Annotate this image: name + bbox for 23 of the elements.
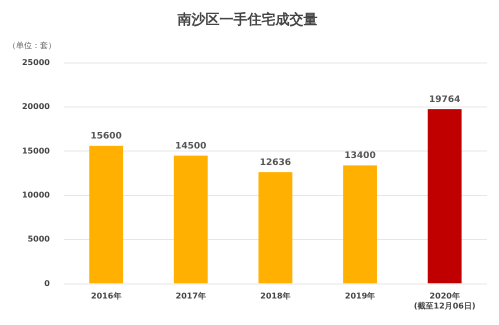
y-tick-label: 20000 xyxy=(22,102,50,112)
bar xyxy=(428,109,462,284)
y-tick-label: 5000 xyxy=(28,234,50,244)
data-label: 12636 xyxy=(260,158,292,168)
x-tick-label: 2017年 xyxy=(176,292,206,301)
data-label: 19764 xyxy=(429,94,460,105)
bar xyxy=(89,146,124,284)
data-label: 13400 xyxy=(344,151,376,162)
y-tick-label: 25000 xyxy=(22,58,50,67)
x-tick-label: 2016年 xyxy=(91,292,122,301)
x-tick-label: 2020年 (截至12月06日) xyxy=(414,292,476,310)
y-tick-label: 15000 xyxy=(22,146,50,156)
y-tick-label: 10000 xyxy=(22,190,50,200)
chart-title: 南沙区一手住宅成交量 xyxy=(176,11,318,28)
y-tick-label: 0 xyxy=(44,278,50,288)
bar xyxy=(174,156,208,284)
bar xyxy=(258,172,292,284)
x-tick-label: 2018年 xyxy=(260,292,291,301)
y-axis-title: （单位：套） xyxy=(8,41,56,50)
bar xyxy=(343,165,377,284)
data-label: 14500 xyxy=(175,141,206,152)
x-tick-label: 2019年 xyxy=(344,292,376,301)
data-label: 15600 xyxy=(90,132,122,142)
